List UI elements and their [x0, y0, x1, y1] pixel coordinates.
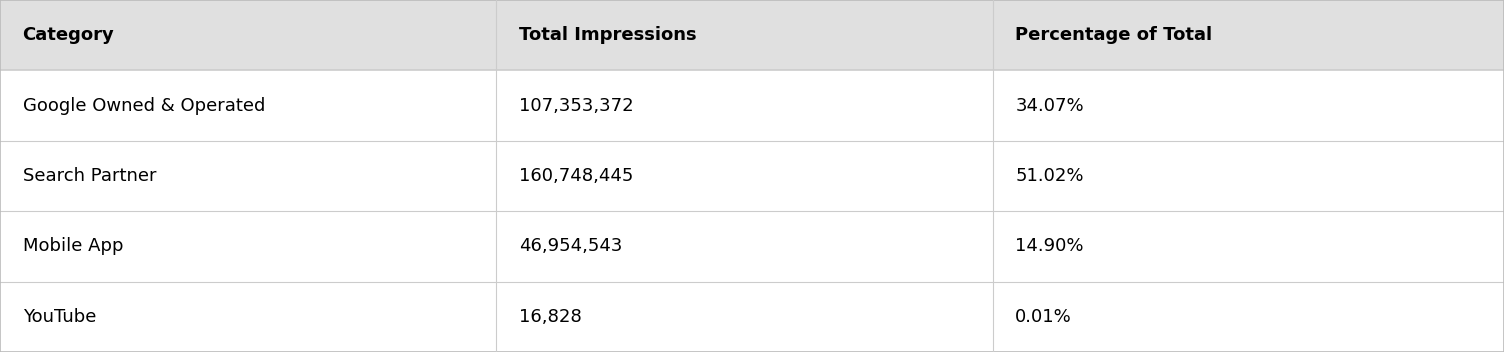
FancyBboxPatch shape	[496, 282, 993, 352]
Text: 16,828: 16,828	[519, 308, 582, 326]
Text: Search Partner: Search Partner	[23, 167, 156, 185]
Text: Category: Category	[23, 26, 114, 44]
Text: YouTube: YouTube	[23, 308, 96, 326]
FancyBboxPatch shape	[0, 211, 496, 282]
Text: Mobile App: Mobile App	[23, 237, 123, 256]
FancyBboxPatch shape	[993, 70, 1504, 141]
FancyBboxPatch shape	[0, 0, 496, 70]
FancyBboxPatch shape	[993, 141, 1504, 211]
Text: 51.02%: 51.02%	[1015, 167, 1084, 185]
Text: 107,353,372: 107,353,372	[519, 96, 633, 115]
FancyBboxPatch shape	[496, 0, 993, 70]
FancyBboxPatch shape	[496, 141, 993, 211]
Text: Percentage of Total: Percentage of Total	[1015, 26, 1212, 44]
FancyBboxPatch shape	[993, 282, 1504, 352]
Text: Google Owned & Operated: Google Owned & Operated	[23, 96, 265, 115]
Text: Total Impressions: Total Impressions	[519, 26, 696, 44]
FancyBboxPatch shape	[0, 282, 496, 352]
FancyBboxPatch shape	[496, 211, 993, 282]
FancyBboxPatch shape	[993, 0, 1504, 70]
Text: 14.90%: 14.90%	[1015, 237, 1084, 256]
Text: 0.01%: 0.01%	[1015, 308, 1072, 326]
Text: 160,748,445: 160,748,445	[519, 167, 633, 185]
FancyBboxPatch shape	[993, 211, 1504, 282]
Text: 34.07%: 34.07%	[1015, 96, 1084, 115]
FancyBboxPatch shape	[0, 141, 496, 211]
FancyBboxPatch shape	[496, 70, 993, 141]
Text: 46,954,543: 46,954,543	[519, 237, 623, 256]
FancyBboxPatch shape	[0, 70, 496, 141]
